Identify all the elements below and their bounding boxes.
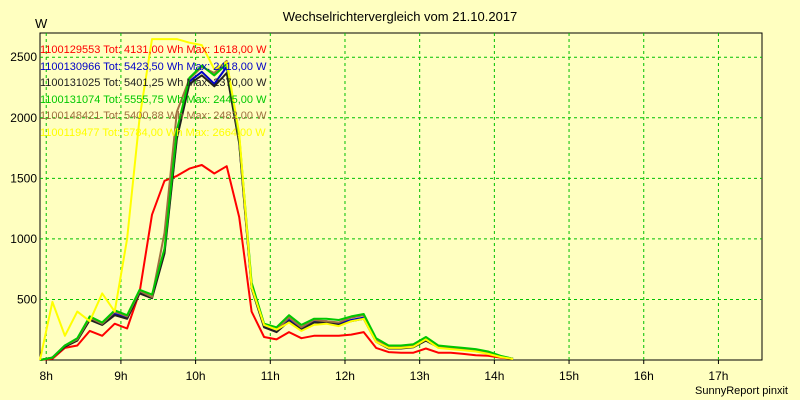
chart-title: Wechselrichtervergleich vom 21.10.2017 <box>282 9 518 24</box>
legend-item-1100130966: 1100130966 Tot: 5423,50 Wh Max: 2418,00 … <box>40 60 267 73</box>
legend-item-1100119477: 1100119477 Tot: 5784,00 Wh Max: 2664,00 … <box>40 126 266 139</box>
x-tick-label: 9h <box>114 369 127 383</box>
plot-frame <box>39 32 763 361</box>
legend-item-1100148421: 1100148421 Tot: 5400,88 Wh Max: 2482,00 … <box>40 110 267 122</box>
legend-item-1100129553: 1100129553 Tot: 4131,00 Wh Max: 1618,00 … <box>40 44 267 56</box>
x-tick-label: 14h <box>484 369 504 383</box>
footer-credit: SunnyReport pinxit <box>695 385 788 397</box>
y-axis-unit: W <box>35 16 48 31</box>
y-tick-label: 2000 <box>10 111 37 125</box>
series-line-1100129553 <box>39 164 514 361</box>
y-tick-label: 1500 <box>10 171 37 185</box>
x-tick-label: 17h <box>708 369 728 383</box>
y-tick-label: 500 <box>17 292 37 306</box>
series-line-1100119477 <box>39 38 514 361</box>
x-tick-label: 12h <box>335 369 355 383</box>
x-tick-label: 16h <box>634 369 654 383</box>
x-tick-label: 15h <box>559 369 579 383</box>
x-tick-label: 8h <box>40 369 53 383</box>
x-tick-label: 10h <box>186 369 206 383</box>
legend: 1100129553 Tot: 4131,00 Wh Max: 1618,00 … <box>40 42 266 141</box>
y-tick-label: 2500 <box>10 50 37 64</box>
y-tick-label: 1000 <box>10 232 37 246</box>
legend-item-1100131025: 1100131025 Tot: 5401,25 Wh Max: 2370,00 … <box>40 77 267 89</box>
legend-item-1100131074: 1100131074 Tot: 5555,75 Wh Max: 2445,00 … <box>40 93 267 106</box>
x-tick-label: 13h <box>410 369 430 383</box>
series-line-1100131074 <box>39 62 514 361</box>
x-tick-label: 11h <box>261 369 280 383</box>
